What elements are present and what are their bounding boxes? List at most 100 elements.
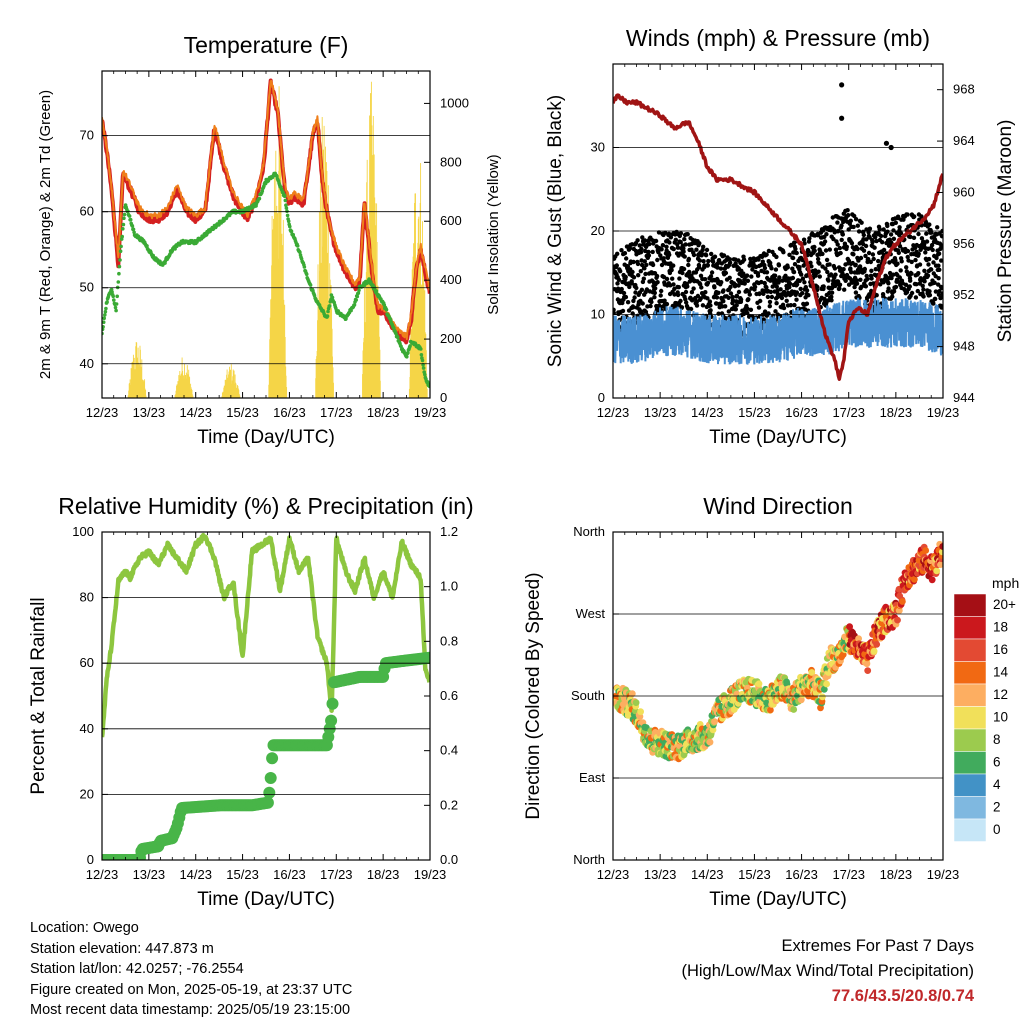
gust-point bbox=[845, 213, 851, 218]
direction-point bbox=[911, 576, 918, 583]
gust-point bbox=[937, 267, 942, 272]
gust-point bbox=[710, 259, 716, 264]
dewpoint-point bbox=[282, 194, 287, 198]
dewpoint-point bbox=[113, 305, 118, 310]
gust-point bbox=[619, 286, 624, 292]
gust-point bbox=[642, 259, 647, 264]
gust-point bbox=[769, 294, 775, 300]
colorbar-label: 18 bbox=[993, 620, 1008, 635]
gust-point bbox=[757, 291, 762, 296]
gust-point bbox=[792, 262, 798, 267]
gust-point bbox=[646, 253, 652, 258]
gust-point bbox=[671, 282, 676, 287]
dewpoint-point bbox=[115, 294, 119, 299]
gust-point bbox=[936, 263, 941, 268]
gust-point bbox=[848, 266, 853, 271]
winds-xtick-label: 17/23 bbox=[832, 405, 865, 420]
colorbar-label: 6 bbox=[993, 755, 1001, 770]
winds-plot-area bbox=[613, 82, 943, 381]
gust-point bbox=[895, 261, 900, 266]
gust-point bbox=[911, 235, 917, 240]
gust-point bbox=[871, 256, 876, 262]
gust-point bbox=[899, 259, 904, 264]
gust-point bbox=[716, 258, 722, 263]
dewpoint-point bbox=[295, 244, 300, 248]
gust-point bbox=[929, 267, 934, 272]
direction-xlabel: Time (Day/UTC) bbox=[709, 889, 847, 910]
gust-point bbox=[859, 284, 864, 289]
humidity-xtick-label: 16/23 bbox=[273, 867, 306, 882]
gust-point bbox=[881, 247, 887, 253]
gust-point bbox=[845, 208, 850, 213]
gust-point bbox=[623, 274, 628, 280]
precip-point bbox=[423, 651, 430, 664]
gust-point bbox=[652, 290, 657, 296]
dewpoint-point bbox=[116, 280, 121, 284]
gust-point bbox=[797, 278, 802, 284]
winds-xtick-label: 13/23 bbox=[644, 405, 677, 420]
direction-point bbox=[711, 718, 718, 725]
humidity-ylabel: Percent & Total Rainfall bbox=[28, 597, 49, 794]
gust-point bbox=[636, 273, 641, 278]
gust-point bbox=[695, 293, 701, 299]
gust-point bbox=[620, 308, 626, 314]
direction-frame bbox=[612, 531, 944, 861]
winds-y2tick-label: 948 bbox=[953, 339, 975, 354]
dewpoint-point bbox=[302, 265, 307, 269]
gust-point bbox=[615, 281, 620, 286]
gust-point bbox=[855, 246, 860, 252]
winds-y2tick-label: 960 bbox=[953, 184, 975, 199]
gust-point bbox=[705, 296, 710, 301]
precip-point bbox=[326, 697, 339, 710]
gust-point bbox=[640, 235, 645, 240]
gust-point bbox=[664, 276, 670, 282]
gust-point bbox=[658, 293, 663, 298]
gust-point bbox=[798, 286, 803, 292]
gust-point bbox=[723, 304, 728, 309]
colorbar-swatch bbox=[953, 683, 987, 707]
winds-xtick-label: 14/23 bbox=[691, 405, 724, 420]
gust-point bbox=[747, 292, 752, 297]
gust-point bbox=[909, 259, 914, 265]
gust-point bbox=[870, 252, 876, 257]
gust-point bbox=[639, 246, 644, 252]
dewpoint-point bbox=[145, 244, 149, 248]
direction-point bbox=[938, 548, 943, 556]
gust-point bbox=[849, 270, 854, 275]
temperature-panel: Temperature (F) 12/23 13/23 14/23 15/23 16/23… bbox=[37, 32, 502, 448]
gust-point bbox=[694, 247, 699, 252]
gust-point bbox=[697, 258, 702, 263]
gust-point bbox=[681, 249, 686, 254]
gust-point bbox=[699, 251, 705, 256]
gust-point bbox=[787, 252, 792, 257]
gust-point bbox=[837, 286, 842, 291]
direction-xtick-label: 16/23 bbox=[785, 867, 818, 882]
gust-point bbox=[634, 285, 639, 291]
gust-point bbox=[688, 306, 694, 312]
winds-pressure-panel: Winds (mph) & Pressure (mb) 12/23 13/23 14/… bbox=[545, 25, 1016, 448]
gust-point bbox=[696, 265, 702, 270]
direction-point bbox=[790, 706, 798, 713]
direction-point bbox=[797, 696, 805, 704]
colorbar-swatch bbox=[953, 751, 987, 775]
colorbar-swatch bbox=[953, 796, 987, 820]
gust-point bbox=[671, 246, 676, 252]
direction-point bbox=[937, 561, 943, 568]
gust-point bbox=[916, 271, 921, 276]
created-text: Figure created on Mon, 2025-05-19, at 23… bbox=[30, 981, 353, 998]
gust-point bbox=[812, 248, 817, 253]
dewpoint-point bbox=[120, 234, 124, 239]
gust-point bbox=[667, 240, 672, 245]
winds-xtick-label: 19/23 bbox=[927, 405, 960, 420]
temperature-xtick-label: 19/23 bbox=[414, 405, 447, 420]
gust-point bbox=[752, 284, 758, 290]
colorbar-swatch bbox=[953, 661, 987, 685]
gust-point bbox=[704, 247, 710, 253]
gust-point bbox=[873, 235, 878, 240]
colorbar-swatch bbox=[953, 773, 987, 797]
gust-point bbox=[920, 283, 925, 288]
gust-point bbox=[909, 290, 915, 296]
gust-point bbox=[659, 262, 665, 268]
gust-point bbox=[659, 247, 664, 252]
temperature-y2label: Solar Insolation (Yellow) bbox=[485, 154, 502, 314]
